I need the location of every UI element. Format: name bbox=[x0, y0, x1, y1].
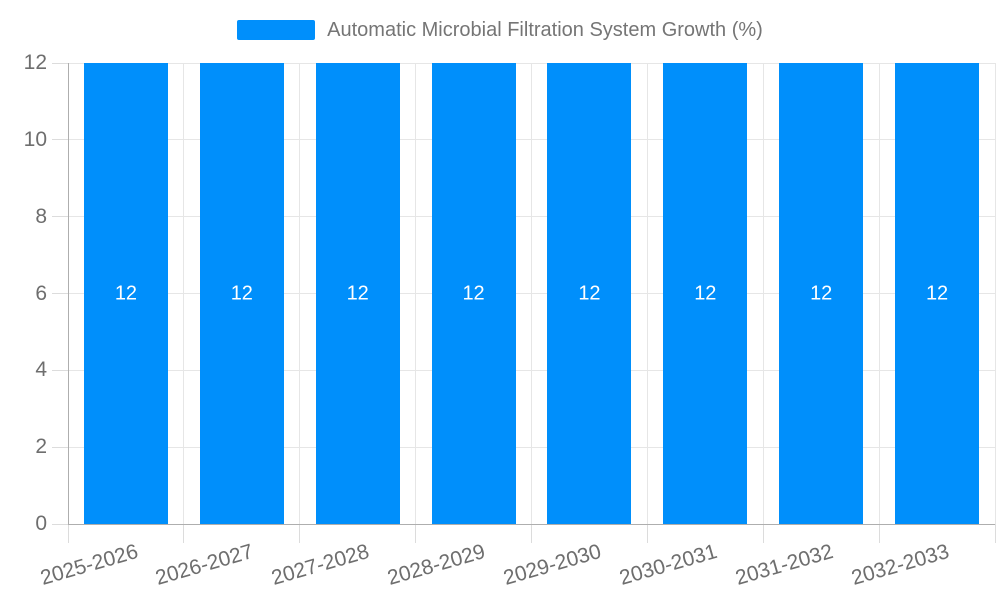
x-axis-tick bbox=[878, 524, 880, 543]
y-axis-label: 0 bbox=[35, 512, 47, 535]
x-axis-tick bbox=[646, 524, 648, 543]
y-axis-label: 6 bbox=[35, 281, 47, 305]
bar-2031-2032[interactable]: 12 bbox=[779, 63, 864, 524]
bar-value-label: 12 bbox=[114, 282, 138, 304]
chart-legend[interactable]: Automatic Microbial Filtration System Gr… bbox=[0, 18, 1000, 42]
x-axis-label: 2026-2027 bbox=[153, 540, 257, 590]
x-axis-label: 2029-2030 bbox=[500, 540, 604, 590]
bar-value-label: 12 bbox=[694, 282, 717, 304]
bar-2025-2026[interactable]: 12 bbox=[83, 63, 168, 524]
bar-2029-2030[interactable]: 12 bbox=[547, 63, 632, 524]
gridline-vertical bbox=[531, 63, 532, 524]
bar-value-label: 12 bbox=[810, 282, 833, 304]
gridline-vertical bbox=[183, 63, 185, 524]
x-axis-tick bbox=[531, 524, 532, 543]
gridline-vertical bbox=[646, 63, 648, 524]
y-axis-tick bbox=[52, 446, 68, 448]
gridline-vertical bbox=[994, 63, 996, 524]
x-axis-label: 2027-2028 bbox=[269, 540, 373, 590]
gridline-vertical bbox=[299, 63, 301, 524]
y-axis-label: 2 bbox=[35, 435, 47, 459]
x-axis-label: 2030-2031 bbox=[616, 540, 720, 590]
x-axis-label: 2031-2032 bbox=[732, 540, 836, 590]
x-axis-label: 2028-2029 bbox=[385, 540, 488, 590]
y-axis-tick bbox=[52, 369, 68, 371]
bar-value-label: 12 bbox=[346, 282, 369, 304]
bar-2028-2029[interactable]: 12 bbox=[431, 63, 516, 524]
bar-2026-2027[interactable]: 12 bbox=[199, 63, 284, 524]
gridline-vertical bbox=[415, 63, 417, 524]
y-axis-tick bbox=[52, 216, 68, 218]
bar-value-label: 12 bbox=[578, 282, 601, 304]
x-axis-line bbox=[68, 524, 995, 525]
gridline-vertical bbox=[878, 63, 880, 524]
x-axis-label: 2032-2033 bbox=[848, 540, 952, 590]
bar-2030-2031[interactable]: 12 bbox=[663, 63, 748, 524]
x-axis-tick bbox=[67, 524, 69, 543]
y-axis-line bbox=[68, 63, 69, 525]
y-axis-tick bbox=[52, 62, 68, 64]
x-axis-label: 2025-2026 bbox=[37, 540, 141, 590]
bar-2027-2028[interactable]: 12 bbox=[315, 63, 400, 524]
y-axis-label: 12 bbox=[23, 51, 47, 74]
y-axis-tick bbox=[52, 293, 68, 294]
legend-marker-swatch bbox=[237, 20, 316, 40]
y-axis-label: 10 bbox=[23, 127, 47, 151]
bar-value-label: 12 bbox=[925, 282, 949, 304]
x-axis-tick bbox=[299, 524, 301, 543]
y-axis-tick bbox=[52, 139, 68, 141]
bar-value-label: 12 bbox=[230, 282, 253, 304]
x-axis-tick bbox=[183, 524, 185, 543]
bar-2032-2033[interactable]: 12 bbox=[895, 63, 980, 524]
gridline-vertical bbox=[762, 63, 764, 524]
legend-label: Automatic Microbial Filtration System Gr… bbox=[327, 19, 763, 41]
y-axis-label: 8 bbox=[35, 204, 47, 228]
x-axis-tick bbox=[762, 524, 764, 543]
y-axis-label: 4 bbox=[35, 358, 47, 382]
y-axis-tick bbox=[52, 523, 68, 525]
bar-value-label: 12 bbox=[462, 282, 485, 304]
x-axis-tick bbox=[415, 524, 417, 543]
x-axis-tick bbox=[994, 524, 996, 543]
